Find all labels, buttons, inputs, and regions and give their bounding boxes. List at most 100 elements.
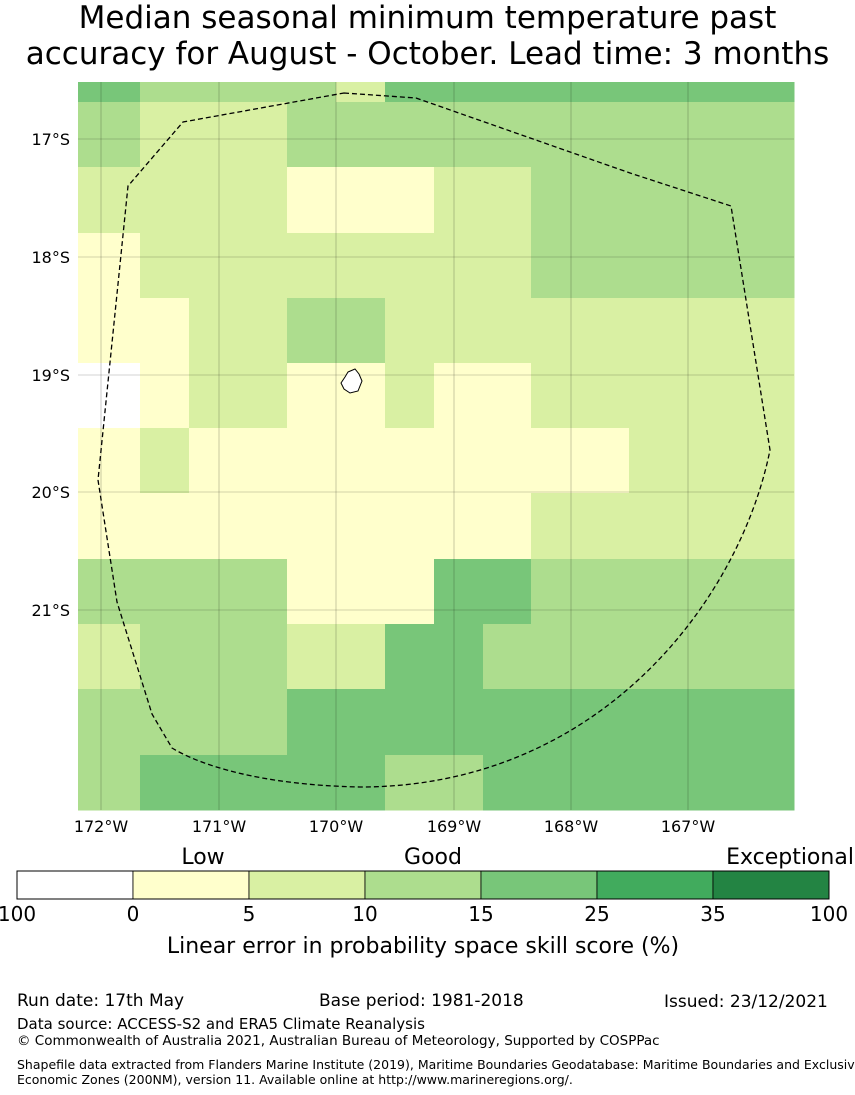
grid-cell — [483, 167, 532, 234]
latitude-labels: 17°S 18°S 19°S 20°S 21°S — [31, 130, 70, 620]
grid-cell — [483, 102, 532, 168]
shapefile-credit-line-2: Economic Zones (200NM), version 11. Avai… — [17, 1072, 573, 1087]
latitude-label: 20°S — [31, 483, 70, 502]
longitude-label: 169°W — [427, 817, 482, 836]
grid-cell — [78, 624, 141, 690]
grid-cell — [78, 233, 141, 299]
legend-tick-label: 100 — [0, 902, 36, 926]
grid-cell — [483, 755, 532, 811]
grid-cell — [189, 428, 239, 494]
grid-cell — [434, 755, 484, 811]
grid-cell — [385, 233, 435, 299]
grid-cell — [483, 428, 532, 494]
grid-cell — [78, 102, 141, 168]
grid-cell — [385, 689, 435, 756]
grid-cell — [189, 493, 239, 560]
grid-cell — [238, 755, 288, 811]
grid-cell — [629, 298, 795, 364]
grid-cell — [434, 428, 484, 494]
grid-cell — [483, 689, 532, 756]
grid-cell — [189, 689, 239, 756]
grid-cell — [287, 298, 337, 364]
grid-cell — [287, 102, 337, 168]
legend-tick-label: 5 — [243, 902, 256, 926]
legend-swatch — [132, 870, 250, 900]
grid-cell — [434, 82, 484, 103]
grid-cell — [629, 689, 795, 756]
legend-axis-label: Linear error in probability space skill … — [167, 934, 679, 959]
grid-cell — [140, 102, 190, 168]
grid-cell — [287, 493, 337, 560]
grid-cell — [287, 82, 337, 103]
grid-cell — [483, 233, 532, 299]
grid-cell — [238, 689, 288, 756]
grid-cell — [336, 493, 386, 560]
grid-cell — [189, 363, 239, 429]
grid-cell — [336, 298, 386, 364]
grid-cell — [78, 559, 141, 625]
grid-cell — [140, 233, 190, 299]
legend-tick-label: 25 — [584, 902, 609, 926]
grid-cell — [238, 82, 288, 103]
longitude-label: 170°W — [309, 817, 364, 836]
grid-cell — [140, 428, 190, 494]
legend-category-label: Good — [404, 845, 462, 870]
grid-cell — [483, 82, 532, 103]
grid-cell — [629, 102, 795, 168]
grid-cell — [287, 689, 337, 756]
map-title-line-2: accuracy for August - October. Lead time… — [25, 36, 830, 72]
grid-cell — [434, 167, 484, 234]
shapefile-credit-line-1: Shapefile data extracted from Flanders M… — [17, 1057, 855, 1072]
grid-cell — [531, 233, 630, 299]
grid-cell — [189, 559, 239, 625]
grid-cell — [385, 363, 435, 429]
grid-cell — [629, 493, 795, 560]
grid-cell — [78, 82, 141, 103]
grid-cell — [189, 298, 239, 364]
grid-cell — [531, 624, 630, 690]
grid-cell — [336, 233, 386, 299]
copyright-notice: © Commonwealth of Australia 2021, Austra… — [17, 1033, 660, 1049]
grid-cell — [385, 624, 435, 690]
legend-tick-label: 0 — [127, 902, 140, 926]
grid-cell — [238, 493, 288, 560]
grid-cell — [287, 428, 337, 494]
grid-cell — [434, 624, 484, 690]
grid-cell — [629, 624, 795, 690]
grid-cell — [531, 167, 630, 234]
grid-cell — [238, 559, 288, 625]
legend: Low Good Exceptional 100 0 5 10 15 25 35 100 Line… — [0, 845, 854, 959]
grid-cell — [629, 428, 795, 494]
grid-cell — [385, 102, 435, 168]
map-title-line-1: Median seasonal minimum temperature past — [78, 0, 777, 36]
grid-cell — [629, 82, 795, 103]
grid-cell — [531, 298, 630, 364]
grid-cell — [189, 102, 239, 168]
grid-cell — [531, 689, 630, 756]
legend-swatch — [364, 870, 482, 900]
legend-swatch — [480, 870, 598, 900]
grid-cell — [189, 755, 239, 811]
legend-tick-label: 35 — [700, 902, 725, 926]
grid-cell — [385, 755, 435, 811]
latitude-label: 17°S — [31, 130, 70, 149]
data-source: Data source: ACCESS-S2 and ERA5 Climate … — [17, 1015, 425, 1033]
grid-cell — [238, 624, 288, 690]
grid-cell — [287, 559, 337, 625]
grid-cell — [287, 167, 337, 234]
longitude-labels: 172°W 171°W 170°W 169°W 168°W 167°W — [74, 817, 716, 836]
graticule — [78, 82, 794, 810]
legend-bar-outline — [16, 870, 830, 900]
grid-cell — [629, 559, 795, 625]
grid-cell — [531, 102, 630, 168]
grid-cell — [434, 689, 484, 756]
grid-cell — [629, 233, 795, 299]
grid-cell — [78, 428, 141, 494]
legend-tick-label: 10 — [352, 902, 377, 926]
grid-cell — [238, 428, 288, 494]
legend-swatch — [712, 870, 830, 900]
grid-cell — [385, 559, 435, 625]
grid-cell — [336, 363, 386, 429]
grid-cell — [483, 624, 532, 690]
grid-cell — [238, 233, 288, 299]
